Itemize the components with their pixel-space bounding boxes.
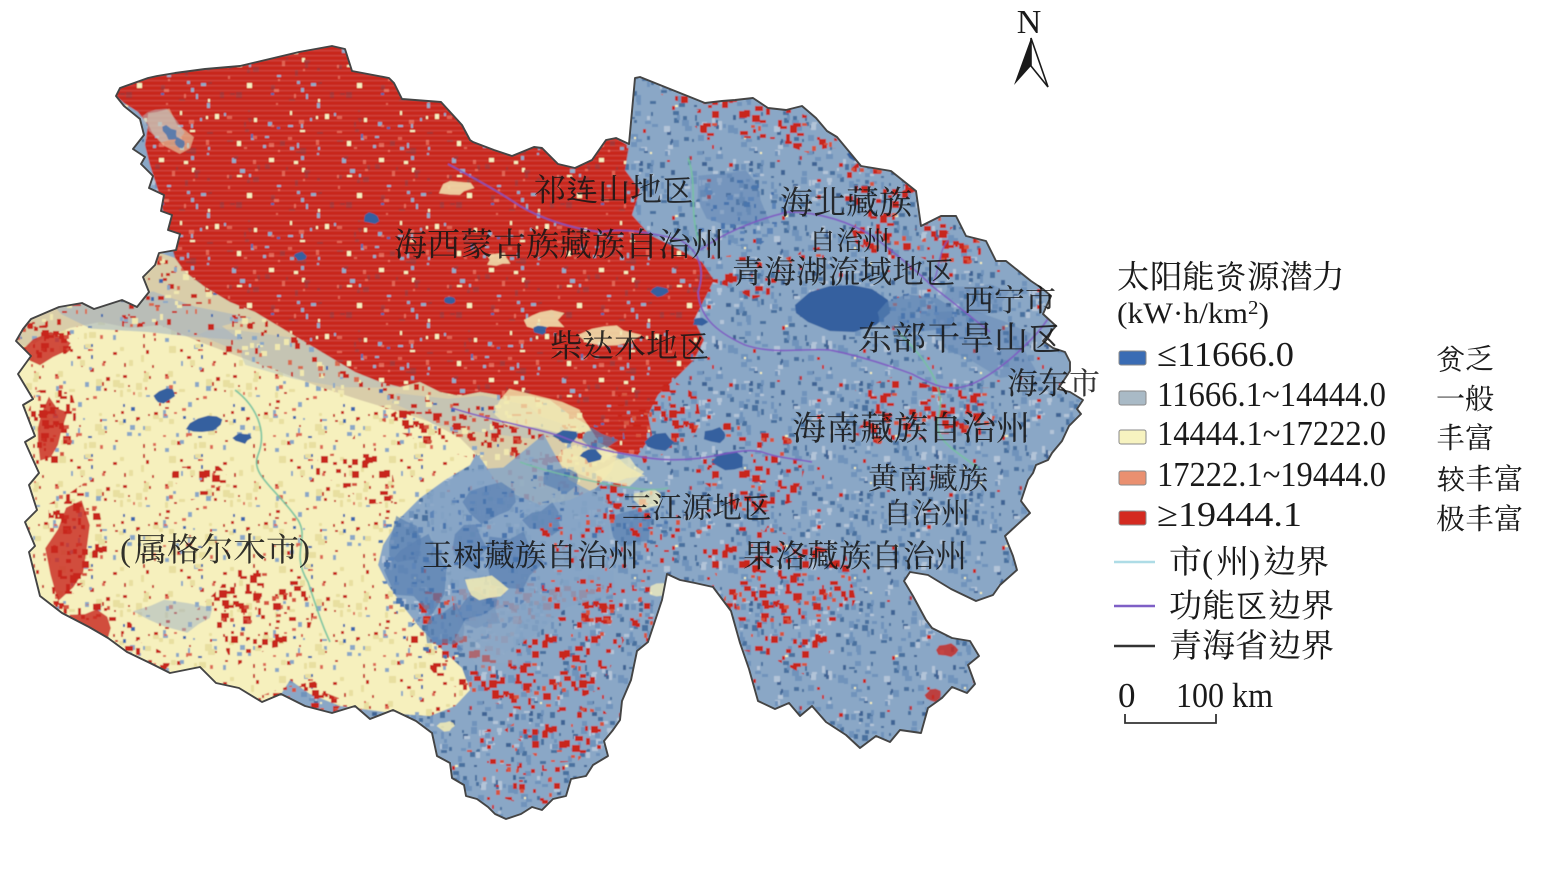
svg-text:): ) — [1249, 545, 1260, 581]
svg-text:14444.1~17222.0: 14444.1~17222.0 — [1157, 414, 1386, 453]
svg-text:(kW·h/km2): (kW·h/km 2) — [1117, 297, 1269, 330]
svg-text:): ) — [299, 533, 310, 569]
svg-text:≥19444.1: ≥19444.1 — [1157, 495, 1302, 534]
svg-text:0: 0 — [1118, 676, 1136, 715]
svg-text:(: ( — [1202, 545, 1213, 581]
svg-text:17222.1~19444.0: 17222.1~19444.0 — [1157, 455, 1386, 494]
svg-text:11666.1~14444.0: 11666.1~14444.0 — [1157, 375, 1386, 414]
svg-text:≤11666.0: ≤11666.0 — [1157, 335, 1294, 374]
svg-text:100 km: 100 km — [1176, 676, 1273, 715]
svg-text:N: N — [1017, 4, 1042, 41]
svg-text:(: ( — [120, 533, 131, 569]
